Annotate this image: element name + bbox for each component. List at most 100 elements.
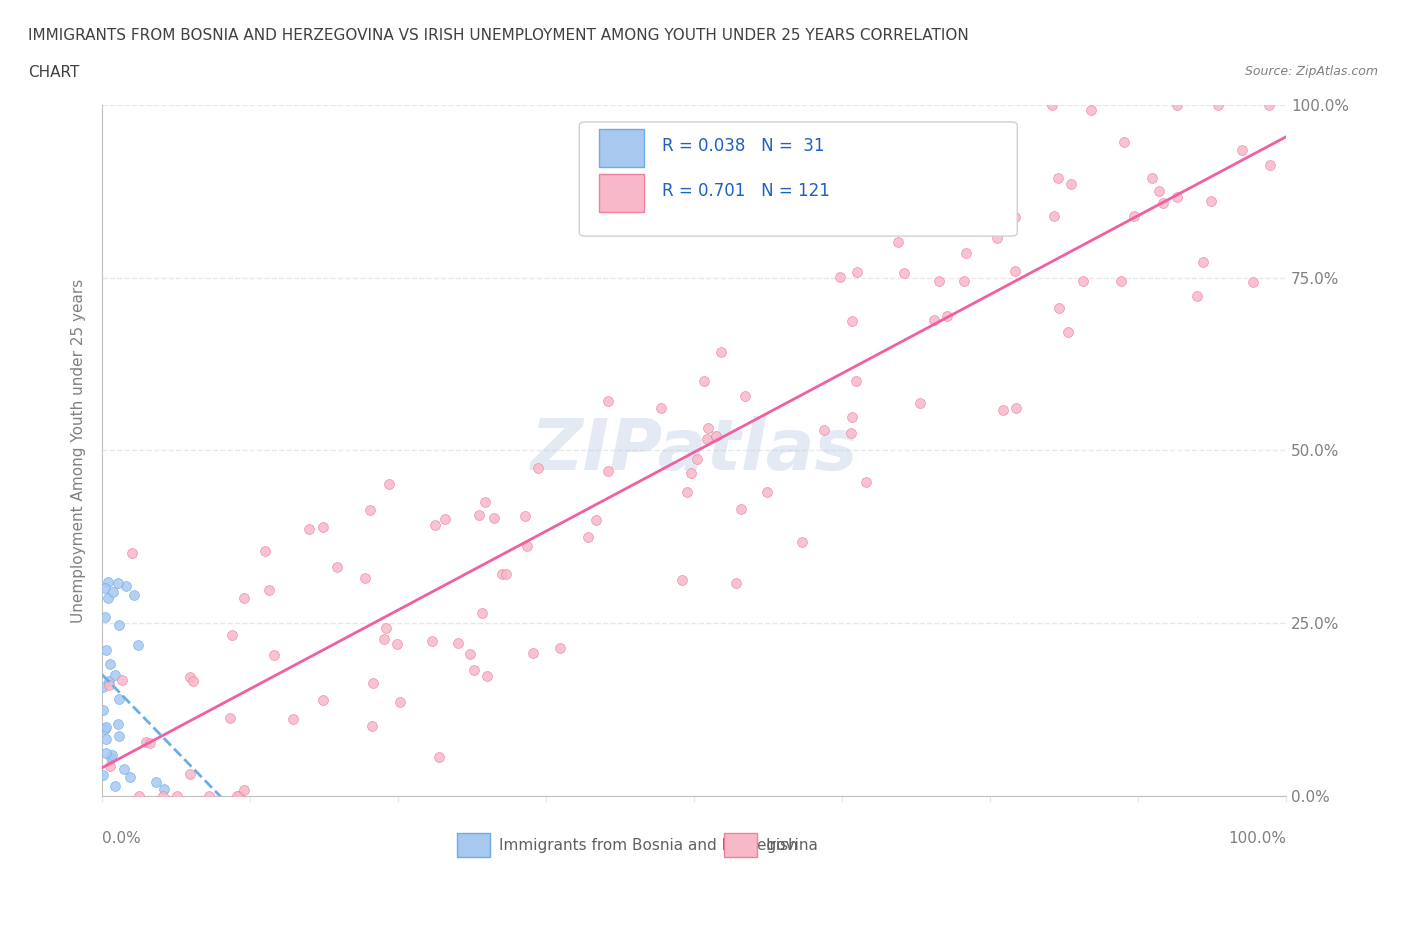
Point <box>135 735 157 750</box>
Point <box>828 270 851 285</box>
Point <box>893 265 915 280</box>
Point <box>463 662 485 677</box>
Text: ZIPatlas: ZIPatlas <box>530 416 858 485</box>
Point <box>1258 98 1281 113</box>
Point <box>228 789 250 804</box>
Point <box>693 374 716 389</box>
Text: R = 0.701   N = 121: R = 0.701 N = 121 <box>662 182 830 200</box>
Y-axis label: Unemployment Among Youth under 25 years: Unemployment Among Youth under 25 years <box>72 278 86 622</box>
Point <box>1147 183 1170 198</box>
Point <box>94 720 117 735</box>
Point <box>1047 300 1070 315</box>
Point <box>993 219 1015 234</box>
Point <box>429 750 451 764</box>
Point <box>924 312 946 327</box>
Point <box>97 591 120 605</box>
Point <box>1260 157 1282 172</box>
Point <box>839 426 862 441</box>
Text: Irish: Irish <box>765 838 797 853</box>
Point <box>298 521 321 536</box>
Point <box>495 566 517 581</box>
Point <box>845 265 868 280</box>
Point <box>91 679 114 694</box>
Text: IMMIGRANTS FROM BOSNIA AND HERZEGOVINA VS IRISH UNEMPLOYMENT AMONG YOUTH UNDER 2: IMMIGRANTS FROM BOSNIA AND HERZEGOVINA V… <box>28 28 969 43</box>
Point <box>686 452 709 467</box>
FancyBboxPatch shape <box>579 122 1018 236</box>
Point <box>697 421 720 436</box>
Point <box>704 429 727 444</box>
Point <box>153 781 176 796</box>
Point <box>114 578 136 593</box>
Text: Source: ZipAtlas.com: Source: ZipAtlas.com <box>1244 65 1378 78</box>
Point <box>471 605 494 620</box>
Point <box>710 345 733 360</box>
Point <box>813 423 835 438</box>
Point <box>928 273 950 288</box>
Point <box>122 588 145 603</box>
Point <box>585 512 607 527</box>
Point <box>474 495 496 510</box>
Point <box>108 729 131 744</box>
Point <box>1191 255 1213 270</box>
Point <box>101 585 124 600</box>
Point <box>955 246 977 260</box>
Point <box>179 670 201 684</box>
Point <box>1199 193 1222 208</box>
Point <box>991 403 1014 418</box>
Point <box>475 669 498 684</box>
Point <box>1230 143 1253 158</box>
Point <box>361 676 384 691</box>
Point <box>121 545 143 560</box>
Point <box>281 711 304 726</box>
Point <box>127 637 149 652</box>
Point <box>1004 263 1026 278</box>
Point <box>373 631 395 646</box>
Point <box>107 575 129 590</box>
Point <box>97 677 120 692</box>
Text: CHART: CHART <box>28 65 80 80</box>
Point <box>650 401 672 416</box>
Point <box>94 581 117 596</box>
Point <box>434 512 457 526</box>
Point <box>1152 196 1174 211</box>
Point <box>482 511 505 525</box>
Point <box>596 393 619 408</box>
Point <box>1056 325 1078 339</box>
Point <box>312 693 335 708</box>
Point <box>98 657 121 671</box>
Point <box>1185 288 1208 303</box>
Point <box>420 633 443 648</box>
Point <box>460 646 482 661</box>
Point <box>953 273 976 288</box>
Point <box>491 566 513 581</box>
Point <box>100 751 122 766</box>
Point <box>312 520 335 535</box>
Point <box>1004 209 1026 224</box>
Point <box>1080 102 1102 117</box>
FancyBboxPatch shape <box>599 129 644 166</box>
Point <box>548 641 571 656</box>
Point <box>326 560 349 575</box>
Point <box>908 395 931 410</box>
Point <box>139 736 162 751</box>
Point <box>1241 275 1264 290</box>
Point <box>730 501 752 516</box>
Point <box>1122 208 1144 223</box>
Point <box>118 769 141 784</box>
Point <box>447 635 470 650</box>
Point <box>359 503 381 518</box>
Point <box>855 475 877 490</box>
Point <box>387 636 409 651</box>
Point <box>1109 273 1132 288</box>
FancyBboxPatch shape <box>724 833 756 857</box>
Point <box>108 618 131 632</box>
Point <box>1166 98 1188 113</box>
Point <box>1142 171 1164 186</box>
Point <box>111 672 134 687</box>
Text: R = 0.038   N =  31: R = 0.038 N = 31 <box>662 138 825 155</box>
Point <box>1040 98 1063 113</box>
FancyBboxPatch shape <box>457 833 491 857</box>
Point <box>166 789 188 804</box>
Point <box>696 432 718 446</box>
Point <box>598 463 620 478</box>
